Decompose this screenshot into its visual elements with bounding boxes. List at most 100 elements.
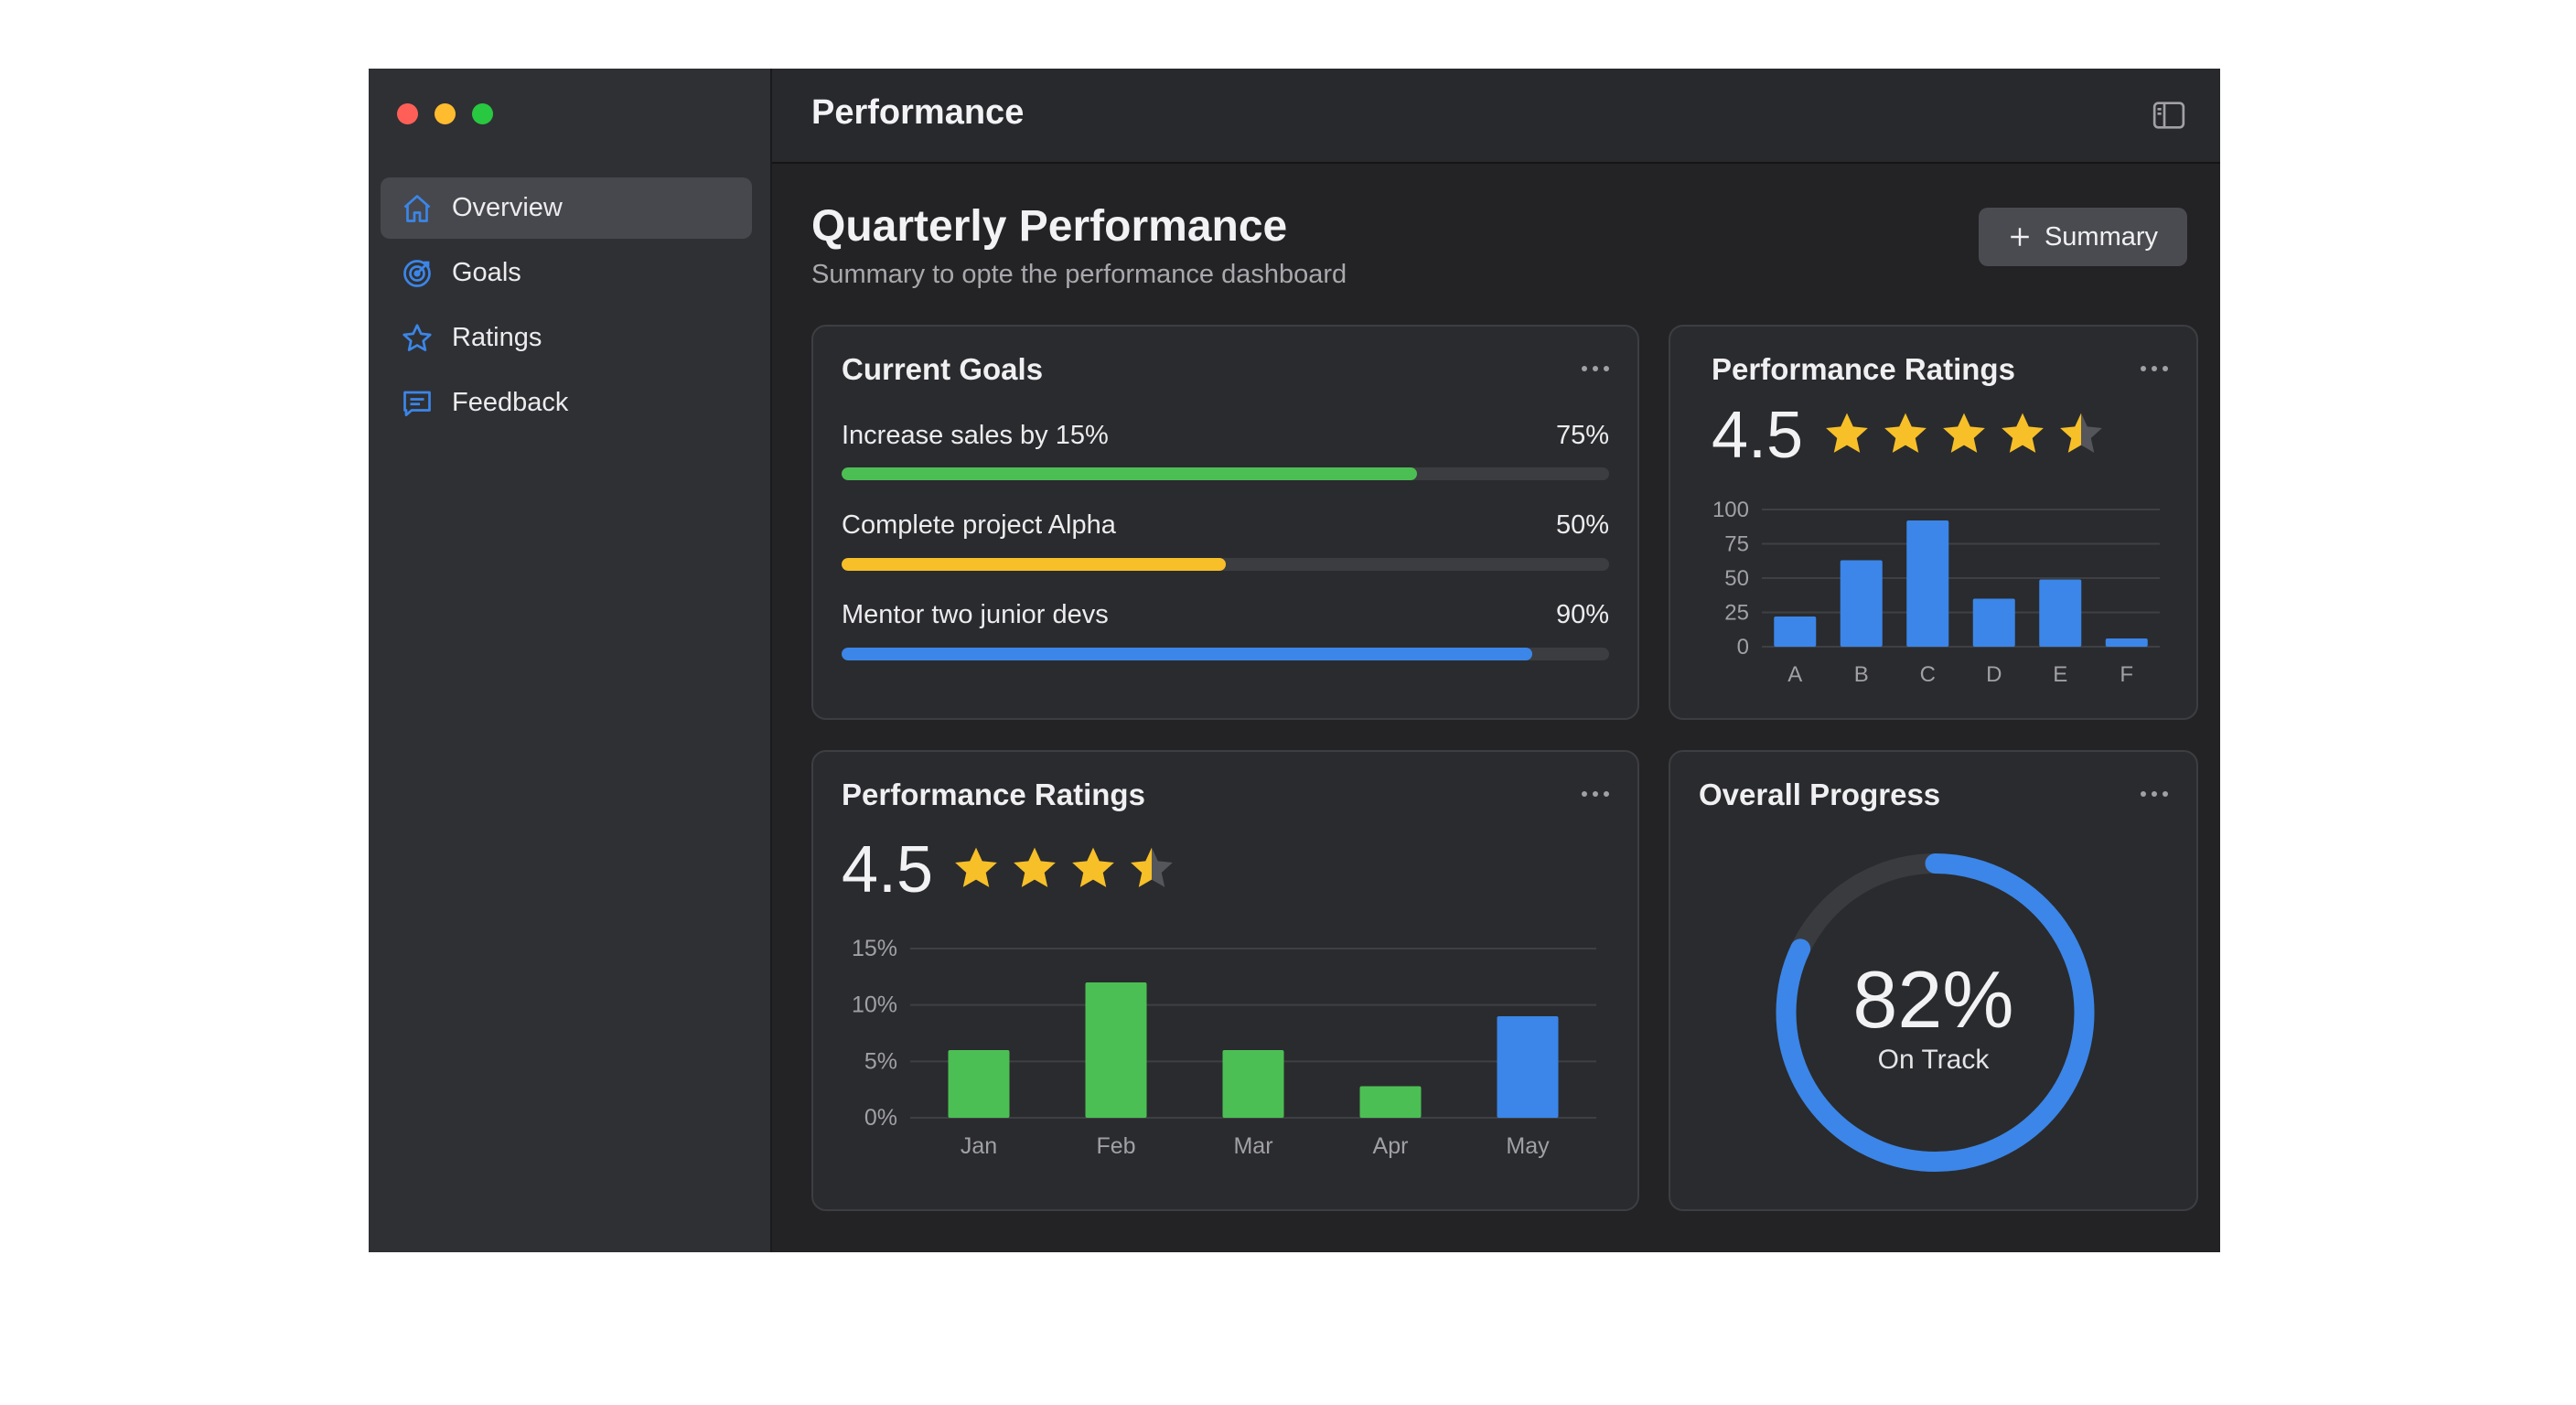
target-icon bbox=[403, 259, 431, 287]
bar-Jan bbox=[948, 1050, 1010, 1118]
sidebar-item-goals[interactable]: Goals bbox=[381, 242, 752, 304]
bar-Mar bbox=[1222, 1050, 1284, 1118]
ratings-bar-chart: 0 25 50 75 100 A B C D E F bbox=[1712, 498, 2160, 687]
ellipsis-icon[interactable] bbox=[1579, 788, 1612, 799]
card-title: Current Goals bbox=[842, 352, 1044, 386]
goal-progress-track bbox=[842, 467, 1609, 480]
zoom-window-button[interactable] bbox=[472, 103, 493, 124]
progress-percent: 82% bbox=[1852, 954, 2014, 1045]
sidebar-nav: Overview Goals Ratings Feedback bbox=[381, 177, 752, 437]
sidebar-item-label: Feedback bbox=[452, 388, 569, 417]
monthly-bar-chart: 0% 5% 10% 15% Jan Feb Mar Apr May bbox=[852, 936, 1596, 1159]
star-rating bbox=[950, 843, 1177, 895]
goal-percent: 50% bbox=[1555, 510, 1609, 540]
window-title: Performance bbox=[811, 93, 1025, 132]
bar-F bbox=[2105, 638, 2148, 647]
star-icon bbox=[2060, 413, 2102, 453]
bar-Feb bbox=[1085, 982, 1147, 1118]
sidebar-item-feedback[interactable]: Feedback bbox=[381, 372, 752, 434]
goal-progress-track bbox=[842, 648, 1609, 660]
message-icon bbox=[403, 391, 431, 416]
sidebar-item-ratings[interactable]: Ratings bbox=[381, 307, 752, 369]
star-icon bbox=[1826, 413, 1868, 453]
star-icon bbox=[402, 323, 432, 351]
star-icon bbox=[1943, 413, 1985, 453]
y-tick-label: 100 bbox=[1712, 498, 1749, 522]
progress-ring bbox=[1776, 853, 2095, 1172]
rating-value: 4.5 bbox=[1712, 399, 1804, 472]
app-window: Overview Goals Ratings Feedback Performa… bbox=[369, 69, 2220, 1252]
bar-D bbox=[1972, 598, 2015, 647]
x-tick-label: F bbox=[2120, 662, 2133, 687]
x-tick-label: B bbox=[1854, 662, 1869, 687]
rating-value: 4.5 bbox=[842, 833, 934, 906]
x-tick-label: May bbox=[1506, 1133, 1550, 1159]
main-content: Performance Quarterly Performance Summar… bbox=[772, 69, 2220, 1252]
sidebar-item-label: Goals bbox=[452, 258, 521, 287]
page-subtitle: Summary to opte the performance dashboar… bbox=[811, 260, 1347, 289]
plus-icon bbox=[2011, 228, 2029, 246]
page-title: Quarterly Performance bbox=[811, 202, 1288, 251]
bar-May bbox=[1497, 1016, 1559, 1118]
goal-label: Complete project Alpha bbox=[842, 510, 1116, 540]
goal-percent: 75% bbox=[1555, 421, 1609, 450]
y-tick-label: 5% bbox=[864, 1048, 897, 1074]
goal-progress-fill bbox=[842, 558, 1226, 571]
x-tick-label: Jan bbox=[961, 1133, 997, 1159]
x-tick-label: A bbox=[1787, 662, 1802, 687]
monthly-ratings-card: Performance Ratings 4.5 0% 5% 10% 15% Jan Feb… bbox=[811, 750, 1639, 1211]
bar-B bbox=[1840, 560, 1883, 647]
y-tick-label: 15% bbox=[852, 936, 897, 961]
goal-progress-fill bbox=[842, 648, 1533, 660]
sidebar-toggle-icon[interactable] bbox=[2151, 97, 2187, 134]
x-tick-label: Apr bbox=[1373, 1133, 1409, 1159]
bar-Apr bbox=[1359, 1086, 1422, 1118]
ellipsis-icon[interactable] bbox=[1579, 363, 1612, 374]
x-tick-label: Feb bbox=[1096, 1133, 1135, 1159]
progress-ring-arc bbox=[1776, 853, 2095, 1172]
ellipsis-icon[interactable] bbox=[2138, 363, 2171, 374]
bar-A bbox=[1774, 617, 1817, 647]
star-icon bbox=[955, 847, 997, 887]
y-tick-label: 75 bbox=[1724, 532, 1749, 557]
sidebar: Overview Goals Ratings Feedback bbox=[369, 69, 772, 1252]
y-tick-label: 10% bbox=[852, 992, 897, 1018]
goal-progress-track bbox=[842, 558, 1609, 571]
x-tick-label: C bbox=[1920, 662, 1936, 687]
star-icon bbox=[1072, 847, 1114, 887]
sidebar-item-overview[interactable]: Overview bbox=[381, 177, 752, 239]
star-icon bbox=[1884, 413, 1927, 453]
y-tick-label: 0 bbox=[1737, 635, 1749, 660]
progress-status: On Track bbox=[1877, 1045, 1990, 1075]
window-controls bbox=[397, 103, 493, 124]
sidebar-item-label: Ratings bbox=[452, 323, 542, 352]
star-icon bbox=[2002, 413, 2044, 453]
current-goals-card: Current Goals Increase sales by 15% 75% … bbox=[811, 325, 1639, 720]
title-bar: Performance bbox=[772, 69, 2220, 164]
close-window-button[interactable] bbox=[397, 103, 418, 124]
star-icon bbox=[1131, 847, 1173, 887]
y-tick-label: 0% bbox=[864, 1105, 897, 1131]
goal-label: Mentor two junior devs bbox=[842, 600, 1109, 629]
card-title: Performance Ratings bbox=[1712, 352, 2015, 386]
star-icon bbox=[1014, 847, 1056, 887]
card-title: Performance Ratings bbox=[842, 778, 1145, 811]
sidebar-item-label: Overview bbox=[452, 193, 563, 222]
star-rating bbox=[1821, 409, 2107, 460]
minimize-window-button[interactable] bbox=[435, 103, 456, 124]
summary-button[interactable]: Summary bbox=[1979, 208, 2187, 266]
summary-button-label: Summary bbox=[2044, 221, 2159, 252]
overall-progress-card: Overall Progress 82% On Track bbox=[1669, 750, 2198, 1211]
goal-percent: 90% bbox=[1555, 600, 1609, 629]
performance-ratings-card: Performance Ratings 4.5 0 25 50 75 100 A B C D E F bbox=[1669, 325, 2198, 720]
x-tick-label: E bbox=[2053, 662, 2067, 687]
card-title: Overall Progress bbox=[1699, 778, 1941, 811]
y-tick-label: 50 bbox=[1724, 566, 1749, 591]
ellipsis-icon[interactable] bbox=[2138, 788, 2171, 799]
x-tick-label: Mar bbox=[1233, 1133, 1272, 1159]
y-tick-label: 25 bbox=[1724, 601, 1749, 626]
x-tick-label: D bbox=[1986, 662, 2002, 687]
goal-progress-fill bbox=[842, 467, 1418, 480]
bar-C bbox=[1906, 520, 1949, 647]
goal-label: Increase sales by 15% bbox=[842, 421, 1109, 450]
